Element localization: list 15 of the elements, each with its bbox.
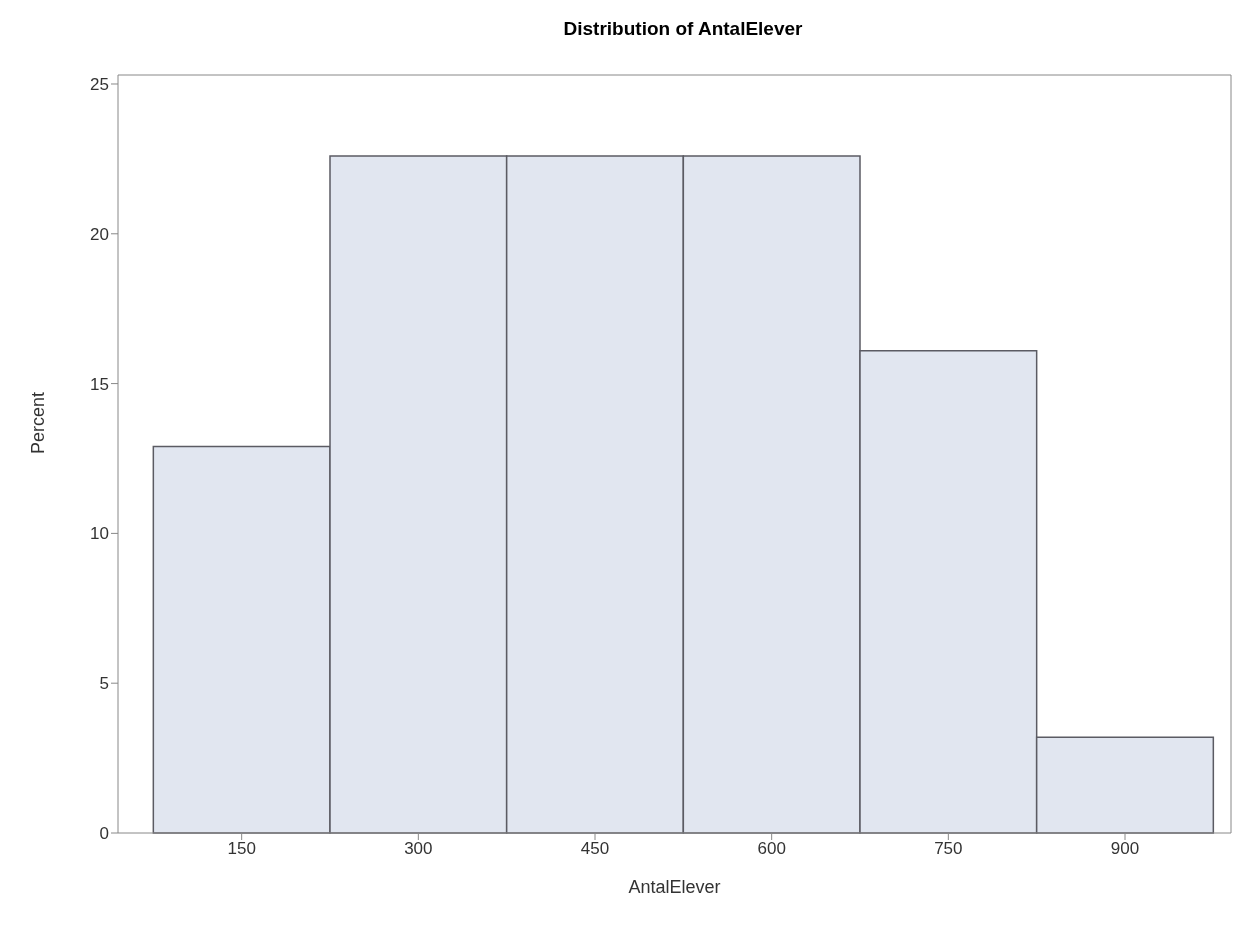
x-tick-label: 300 [404, 839, 433, 859]
y-tick-label: 10 [90, 524, 109, 544]
x-tick-label: 900 [1110, 839, 1140, 859]
x-tick-label: 450 [580, 839, 610, 859]
x-tick-label: 150 [227, 839, 256, 859]
y-tick-label: 5 [99, 674, 109, 694]
x-tick-label: 750 [934, 839, 963, 859]
y-tick-label: 20 [90, 224, 109, 244]
chart-title: Distribution of AntalElever [562, 18, 804, 40]
y-tick-label: 0 [99, 824, 109, 844]
y-axis-title: Percent [28, 391, 49, 454]
x-tick-label: 600 [757, 839, 786, 859]
x-axis-title: AntalElever [628, 877, 721, 897]
y-tick-label: 25 [90, 75, 109, 95]
y-tick-label: 15 [90, 374, 109, 394]
